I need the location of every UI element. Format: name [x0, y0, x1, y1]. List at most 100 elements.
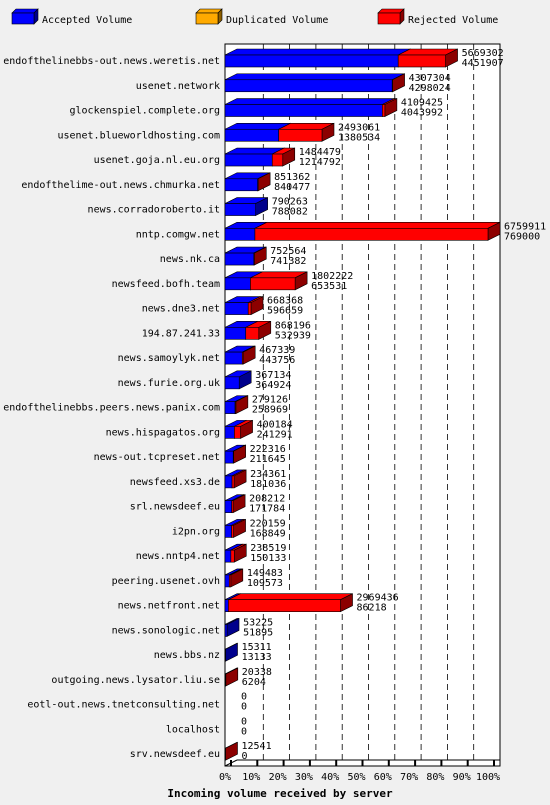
- value-accepted: 51895: [243, 627, 273, 638]
- bar-rejected: [231, 525, 234, 538]
- server-label: nntp.comgw.net: [136, 229, 220, 240]
- server-label: news.bbs.nz: [154, 650, 220, 661]
- server-label: newsfeed.xs3.de: [130, 477, 220, 488]
- server-label: news.hispagatos.org: [106, 427, 220, 438]
- value-total: 234361: [250, 469, 286, 480]
- bar-accepted: [224, 277, 251, 291]
- value-total: 12541: [241, 741, 271, 752]
- value-accepted: 181036: [250, 479, 286, 490]
- bar-accepted: [224, 178, 258, 192]
- legend-swatch-top: [11, 8, 39, 14]
- bar-accepted: [224, 79, 393, 93]
- value-total: 367134: [255, 370, 291, 381]
- value-accepted: 211645: [250, 454, 286, 465]
- value-accepted: 4043992: [401, 108, 443, 119]
- bar-accepted: [224, 252, 255, 266]
- server-label: news.nk.ca: [160, 254, 220, 265]
- server-label: i2pn.org: [172, 526, 220, 537]
- value-total: 222316: [250, 444, 286, 455]
- bar-accepted: [224, 549, 232, 563]
- bar-rejected: [231, 475, 235, 489]
- server-label: newsfeed.bofh.team: [112, 279, 220, 290]
- server-labels: endofthelinebbs-out.news.weretis.net usen…: [3, 56, 220, 760]
- server-label: news.dne3.net: [142, 304, 220, 315]
- bar-accepted: [224, 228, 256, 241]
- value-total: 6759911: [504, 221, 546, 232]
- server-label: news.netfront.net: [118, 601, 220, 612]
- server-label: eotl-out.news.tnetconsulting.net: [27, 700, 220, 711]
- server-label: peering.usenet.ovh: [112, 576, 220, 587]
- legend-swatch-top: [195, 8, 223, 14]
- server-label: endofthelinebbs-out.news.weretis.net: [3, 56, 220, 67]
- server-label: srl.newsdeef.eu: [130, 502, 220, 513]
- bar-rejected: [234, 426, 241, 439]
- bar-rejected: [231, 500, 234, 513]
- value-accepted: 769000: [504, 231, 540, 242]
- value-total: 0: [241, 692, 247, 703]
- value-accepted: 1380534: [338, 132, 380, 143]
- bar-rejected: [382, 104, 386, 117]
- bar-accepted: [224, 525, 232, 538]
- bar-accepted: [224, 574, 230, 588]
- x-tick-label: 70%: [400, 772, 418, 783]
- value-accepted: 0: [241, 751, 247, 762]
- bar-rejected: [241, 351, 244, 365]
- value-accepted: 532939: [275, 330, 311, 341]
- value-total: 2493061: [338, 122, 380, 133]
- x-tick-label: 60%: [374, 772, 392, 783]
- server-label: news.samoylyk.net: [118, 353, 220, 364]
- value-accepted: 741382: [270, 256, 306, 267]
- value-accepted: 109573: [247, 578, 283, 589]
- bar-rejected: [397, 54, 446, 68]
- bar-accepted: [224, 104, 383, 117]
- bar-accepted: [224, 450, 234, 464]
- x-tick-label: 90%: [453, 772, 471, 783]
- bar-rejected: [234, 401, 237, 414]
- x-tick-label: 20%: [269, 772, 287, 783]
- x-axis-title: Incoming volume received by server: [167, 787, 393, 800]
- bar-accepted-top: [224, 48, 411, 56]
- bar-accepted: [224, 203, 256, 216]
- value-accepted: 1214792: [299, 157, 341, 168]
- x-ticks: 0% 10% 20% 30% 40% 50% 60% 70% 80% 90% 100%: [219, 760, 500, 783]
- bars: [224, 48, 501, 761]
- value-total: 238519: [250, 543, 286, 554]
- value-accepted: 788082: [272, 207, 308, 218]
- server-label: usenet.network: [136, 81, 220, 92]
- x-tick-label: 10%: [242, 772, 260, 783]
- x-tick-label: 50%: [347, 772, 365, 783]
- value-total: 1484479: [299, 147, 341, 158]
- value-total: 53225: [243, 617, 273, 628]
- legend-swatch: [377, 12, 401, 25]
- bar-rejected: [245, 327, 260, 340]
- server-label: endofthelinebbs.peers.news.panix.com: [3, 403, 220, 414]
- bar-rejected: [224, 673, 227, 687]
- bar-accepted: [224, 128, 280, 142]
- value-accepted: 840477: [274, 182, 310, 193]
- bar-rejected: [278, 128, 323, 142]
- legend-swatch: [11, 12, 35, 25]
- bar-rejected: [230, 549, 235, 563]
- server-label: 194.87.241.33: [142, 328, 220, 339]
- x-tick-label: 40%: [321, 772, 339, 783]
- bar-accepted: [224, 153, 273, 167]
- value-total: 1802222: [311, 271, 353, 282]
- legend-label: Rejected Volume: [408, 15, 498, 26]
- value-total: 4109425: [401, 98, 443, 109]
- value-accepted: 168849: [250, 528, 286, 539]
- value-accepted: 443756: [259, 355, 295, 366]
- server-label: usenet.blueworldhosting.com: [57, 130, 220, 141]
- bar-rejected: [250, 277, 296, 291]
- bar-rejected: [228, 599, 341, 612]
- value-total: 4307304: [409, 73, 451, 84]
- x-tick-label: 0%: [219, 772, 231, 783]
- value-total: 752564: [270, 246, 306, 257]
- bar-accepted: [224, 599, 229, 612]
- bar-rejected: [254, 228, 489, 241]
- x-tick-label: 30%: [295, 772, 313, 783]
- value-total: 149483: [247, 568, 283, 579]
- value-total: 208212: [249, 494, 285, 505]
- legend: Accepted Volume Duplicated Volume Rejected…: [11, 8, 498, 26]
